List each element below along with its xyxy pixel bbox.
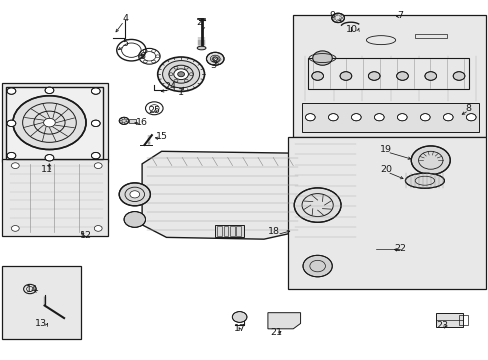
Circle shape <box>339 72 351 80</box>
Bar <box>458 315 467 325</box>
Circle shape <box>91 120 100 127</box>
Bar <box>217 226 222 236</box>
Bar <box>229 226 234 236</box>
Circle shape <box>11 226 19 231</box>
Polygon shape <box>302 54 478 132</box>
Circle shape <box>45 87 54 94</box>
Text: 4: 4 <box>122 14 128 23</box>
Circle shape <box>43 118 55 127</box>
Bar <box>302 103 478 132</box>
Circle shape <box>396 72 407 80</box>
Circle shape <box>312 51 331 65</box>
Bar <box>293 15 485 137</box>
Text: 10: 10 <box>345 25 357 34</box>
Circle shape <box>7 88 16 94</box>
Circle shape <box>91 88 100 94</box>
Text: 7: 7 <box>397 10 403 19</box>
Circle shape <box>367 72 379 80</box>
Text: 25: 25 <box>148 105 160 114</box>
Circle shape <box>119 117 129 125</box>
Text: 23: 23 <box>435 321 447 330</box>
Text: 1: 1 <box>178 87 184 96</box>
Bar <box>129 119 136 123</box>
Circle shape <box>94 226 102 231</box>
Circle shape <box>424 72 436 80</box>
Circle shape <box>410 146 449 175</box>
Text: 5: 5 <box>122 39 128 48</box>
Circle shape <box>303 255 331 277</box>
Bar <box>215 225 244 237</box>
Text: 3: 3 <box>209 61 215 70</box>
Circle shape <box>206 52 224 65</box>
Text: 11: 11 <box>41 165 53 174</box>
Circle shape <box>13 96 86 149</box>
Text: 21: 21 <box>270 328 282 337</box>
Circle shape <box>7 120 16 127</box>
Bar <box>414 34 446 39</box>
Text: 18: 18 <box>267 228 279 237</box>
Circle shape <box>452 72 464 80</box>
Circle shape <box>443 114 452 121</box>
Bar <box>236 226 241 236</box>
Circle shape <box>397 114 407 121</box>
Circle shape <box>7 152 16 159</box>
Circle shape <box>158 57 204 91</box>
Text: 16: 16 <box>136 118 148 127</box>
Polygon shape <box>8 162 105 234</box>
Circle shape <box>130 191 140 198</box>
Ellipse shape <box>405 173 444 188</box>
Circle shape <box>466 114 475 121</box>
Polygon shape <box>292 244 346 288</box>
Text: 2: 2 <box>196 18 202 27</box>
Circle shape <box>91 152 100 159</box>
Bar <box>288 137 485 289</box>
Circle shape <box>45 154 54 161</box>
Circle shape <box>173 69 188 80</box>
Ellipse shape <box>197 46 205 50</box>
Circle shape <box>119 183 150 206</box>
Circle shape <box>311 72 323 80</box>
Circle shape <box>374 114 384 121</box>
Circle shape <box>212 57 217 60</box>
Text: 8: 8 <box>465 104 471 113</box>
Text: 6: 6 <box>139 52 145 61</box>
Text: 13: 13 <box>35 319 47 328</box>
Bar <box>307 58 468 89</box>
Bar <box>223 226 228 236</box>
Circle shape <box>177 72 184 77</box>
Circle shape <box>331 13 344 23</box>
Bar <box>5 87 103 159</box>
Polygon shape <box>14 270 76 336</box>
Circle shape <box>294 188 340 222</box>
Circle shape <box>351 114 361 121</box>
Circle shape <box>94 163 102 168</box>
Circle shape <box>305 114 315 121</box>
Text: 20: 20 <box>379 165 391 174</box>
Text: 24: 24 <box>164 82 176 91</box>
Bar <box>1 159 108 235</box>
Text: 14: 14 <box>26 285 39 294</box>
Text: 15: 15 <box>155 132 167 141</box>
Text: 12: 12 <box>80 231 92 240</box>
Text: 17: 17 <box>233 324 245 333</box>
Circle shape <box>420 114 429 121</box>
Bar <box>1 83 108 162</box>
Polygon shape <box>292 140 361 241</box>
Circle shape <box>232 312 246 322</box>
Text: 9: 9 <box>328 10 335 19</box>
Circle shape <box>328 114 338 121</box>
Bar <box>1 266 81 338</box>
Polygon shape <box>142 151 303 239</box>
Circle shape <box>11 163 19 168</box>
Bar <box>435 313 462 327</box>
Polygon shape <box>267 313 300 329</box>
Text: 19: 19 <box>379 145 391 154</box>
Text: 22: 22 <box>394 244 406 253</box>
Circle shape <box>162 60 199 88</box>
Polygon shape <box>374 244 402 253</box>
Circle shape <box>124 212 145 227</box>
